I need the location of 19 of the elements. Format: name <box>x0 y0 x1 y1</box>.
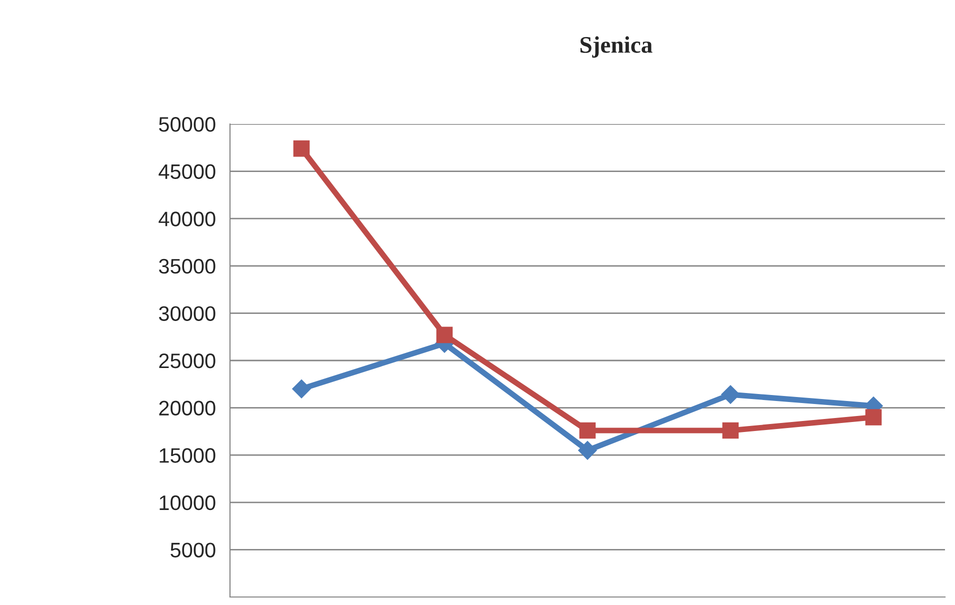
point <box>579 422 596 439</box>
point <box>293 140 310 157</box>
point <box>578 441 597 460</box>
y-tick-label: 40000 <box>158 212 216 226</box>
point <box>292 380 311 398</box>
y-tick-label: 35000 <box>158 258 216 274</box>
point <box>865 409 882 426</box>
y-tick-label: 50000 <box>159 117 216 132</box>
y-tick-label: 10000 <box>160 495 216 510</box>
point <box>722 422 739 439</box>
y-tick-label: 20000 <box>159 400 216 416</box>
y-tick-label: 25000 <box>159 354 216 368</box>
chart-title: Sjenica <box>580 36 652 58</box>
point <box>721 385 740 404</box>
point <box>436 326 453 344</box>
y-tick-label: 45000 <box>158 164 216 180</box>
y-tick-label: 30000 <box>158 306 216 321</box>
y-tick-label: 15000 <box>160 448 216 463</box>
y-tick-label: 5000 <box>170 542 216 558</box>
